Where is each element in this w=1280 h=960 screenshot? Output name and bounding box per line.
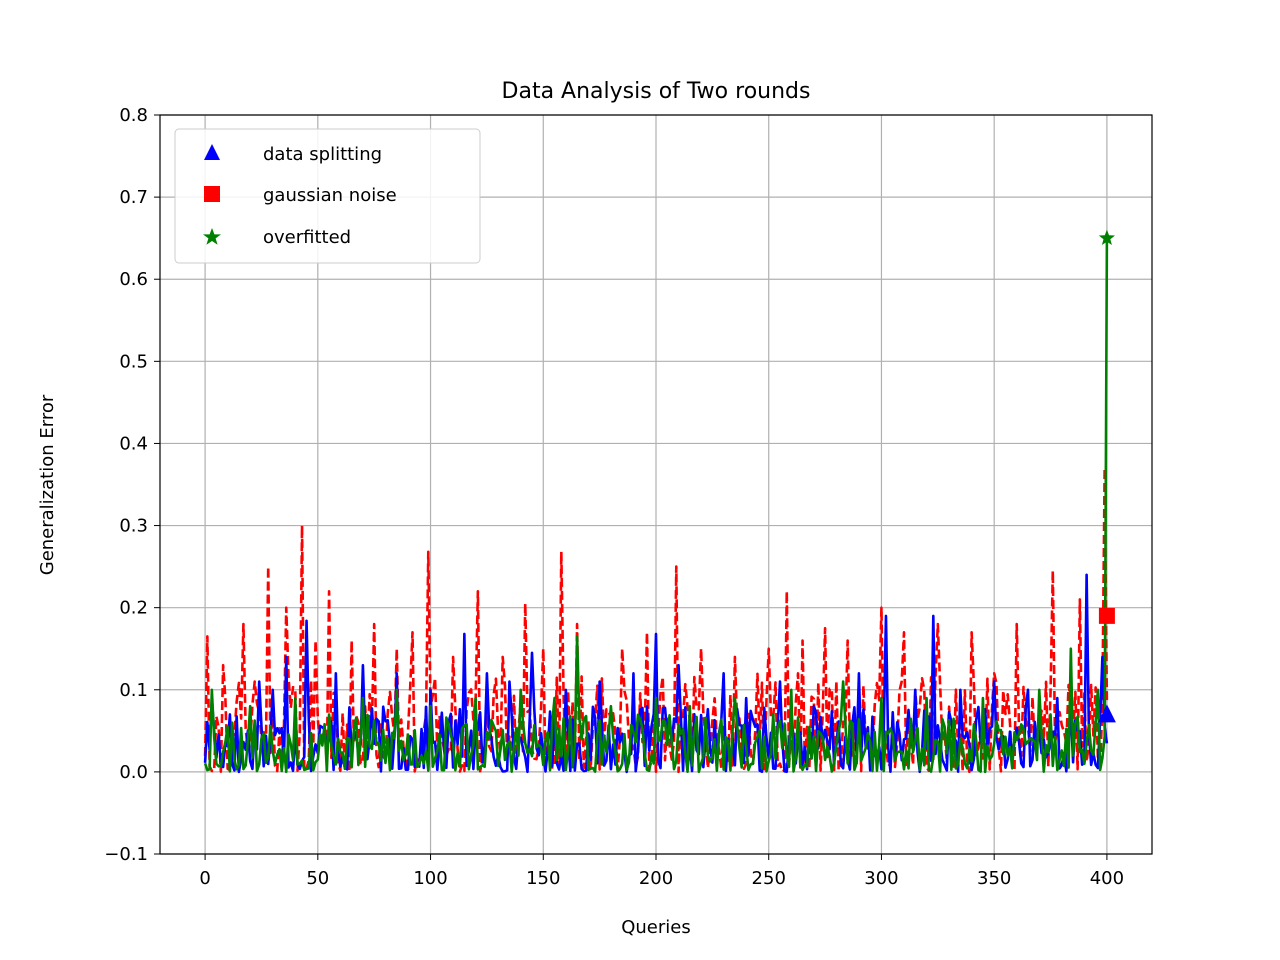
y-axis-label: Generalization Error (37, 394, 58, 575)
y-tick-label: 0.0 (119, 762, 148, 783)
legend-item-overfitted: overfitted (203, 227, 351, 248)
x-tick-label: 350 (977, 868, 1011, 889)
x-tick-label: 400 (1090, 868, 1124, 889)
legend: data splitting gaussian noise overfitted (174, 128, 481, 264)
x-axis-label: Queries (621, 917, 691, 938)
x-axis-ticks: 0 50 100 150 200 250 300 350 400 (199, 854, 1124, 889)
y-tick-label: 0.7 (119, 187, 148, 208)
x-tick-label: 100 (413, 868, 447, 889)
legend-box (174, 128, 481, 264)
x-tick-label: 250 (752, 868, 786, 889)
x-tick-label: 200 (639, 868, 673, 889)
y-tick-label: 0.1 (119, 680, 148, 701)
chart-title: Data Analysis of Two rounds (502, 79, 811, 104)
series-line-overfitted (203, 238, 1109, 774)
legend-label-gaussian-noise: gaussian noise (263, 185, 397, 206)
y-tick-label: 0.2 (119, 598, 148, 619)
y-tick-label: −0.1 (104, 844, 148, 865)
series-lines (203, 238, 1109, 774)
y-tick-label: 0.4 (119, 433, 148, 454)
legend-item-gaussian-noise: gaussian noise (204, 185, 397, 206)
series-line-data-splitting (203, 573, 1109, 774)
legend-item-data-splitting: data splitting (204, 144, 382, 165)
x-tick-label: 150 (526, 868, 560, 889)
square-icon (204, 186, 220, 202)
x-tick-label: 50 (306, 868, 329, 889)
x-tick-label: 300 (864, 868, 898, 889)
series-end-markers (1097, 229, 1116, 723)
star-icon (203, 228, 221, 245)
plot-frame (159, 114, 1153, 855)
triangle-icon (204, 144, 220, 160)
end-marker-overfitted (1098, 229, 1115, 246)
y-axis-ticks: −0.1 0.0 0.1 0.2 0.3 0.4 0.5 0.6 0.7 0.8 (104, 105, 160, 865)
end-marker-data-splitting (1097, 704, 1116, 723)
y-tick-label: 0.8 (119, 105, 148, 126)
y-tick-label: 0.3 (119, 516, 148, 537)
y-tick-label: 0.6 (119, 269, 148, 290)
x-tick-label: 0 (199, 868, 210, 889)
y-tick-label: 0.5 (119, 351, 148, 372)
legend-label-data-splitting: data splitting (263, 144, 382, 165)
end-marker-gaussian-noise (1098, 607, 1115, 624)
legend-label-overfitted: overfitted (263, 227, 351, 248)
